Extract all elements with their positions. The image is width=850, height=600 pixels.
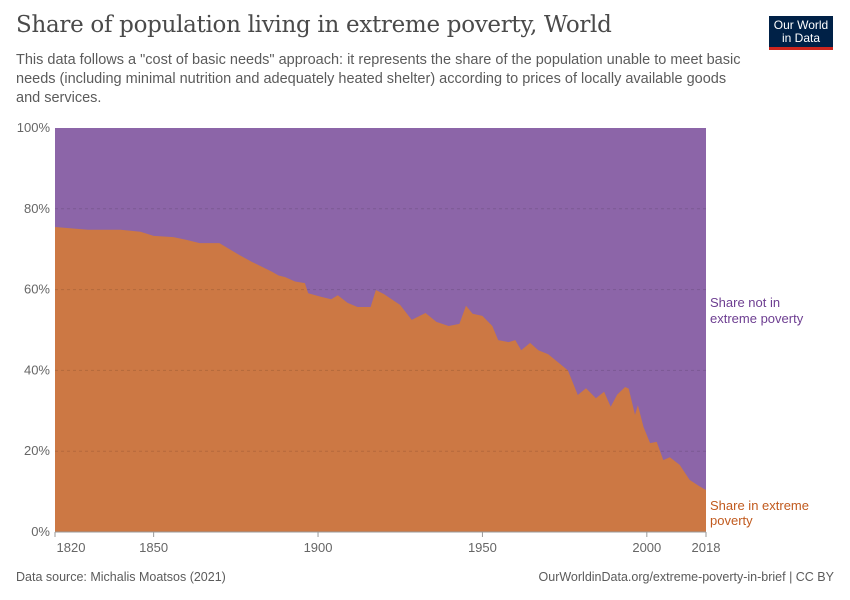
area-in-extreme-poverty (55, 227, 706, 532)
x-tick-label: 1950 (468, 540, 497, 555)
series-label: poverty (710, 513, 753, 528)
x-tick-label: 1850 (139, 540, 168, 555)
x-tick-label: 2018 (692, 540, 721, 555)
source-label: Data source: (16, 570, 87, 584)
x-tick-label: 1820 (57, 540, 86, 555)
y-tick-label: 60% (24, 282, 50, 297)
logo-text: Our World in Data (773, 18, 829, 45)
series-label: Share in extreme (710, 498, 809, 513)
y-tick-label: 40% (24, 362, 50, 377)
y-tick-label: 20% (24, 443, 50, 458)
y-tick-label: 80% (24, 201, 50, 216)
footer-url[interactable]: OurWorldinData.org/extreme-poverty-in-br… (538, 570, 834, 584)
chart-subtitle: This data follows a "cost of basic needs… (16, 52, 741, 106)
data-source: Data source: Michalis Moatsos (2021) (16, 570, 226, 584)
source-link[interactable]: Michalis Moatsos (2021) (90, 570, 226, 584)
series-label: Share not in (710, 295, 780, 310)
y-tick-label: 0% (31, 524, 50, 539)
series-label: extreme poverty (710, 311, 804, 326)
chart-title: Share of population living in extreme po… (16, 12, 612, 38)
y-tick-label: 100% (17, 120, 51, 135)
x-tick-label: 2000 (632, 540, 661, 555)
x-tick-label: 1900 (304, 540, 333, 555)
owid-logo[interactable]: Our World in Data (769, 16, 833, 50)
